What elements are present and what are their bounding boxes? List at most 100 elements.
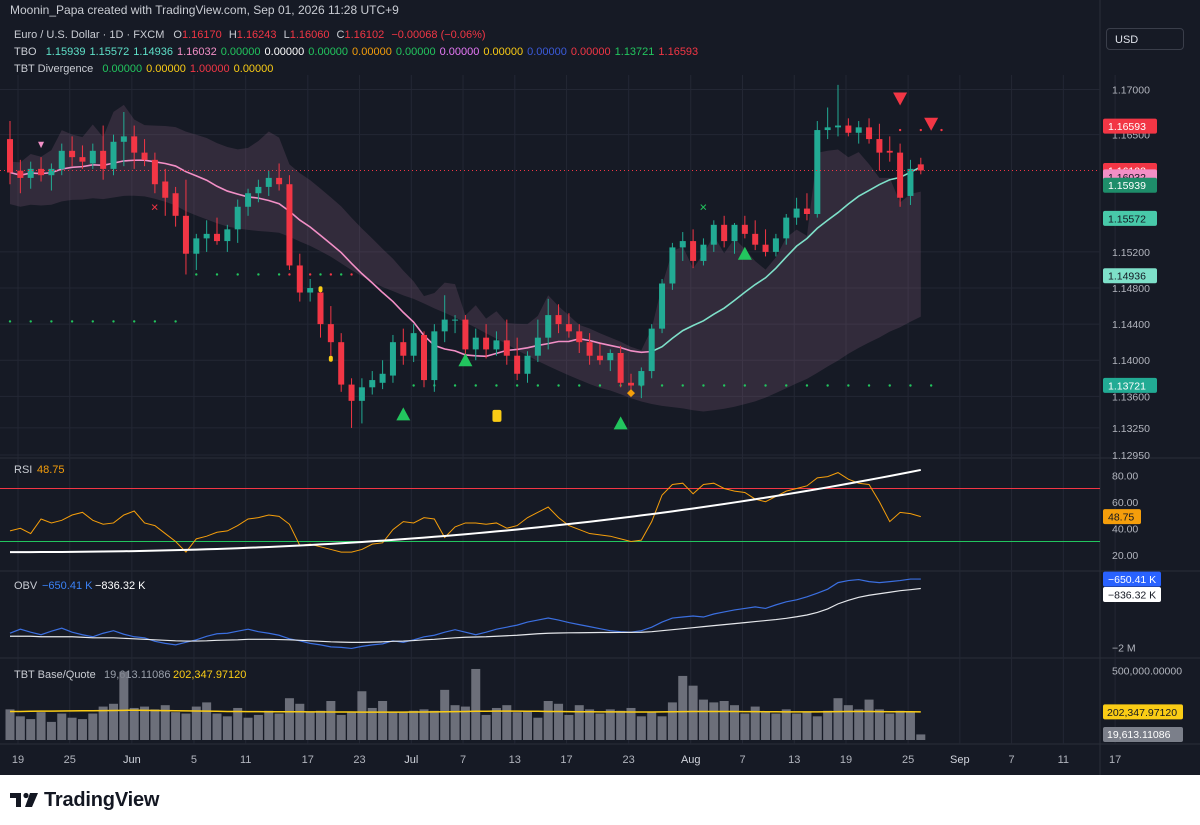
candle-body [224, 229, 231, 242]
volume-bar [36, 712, 46, 740]
candle-body [596, 355, 603, 361]
candle-body [835, 125, 841, 128]
volume-bar [326, 701, 336, 740]
obv-axis-label [1103, 571, 1161, 587]
volume-bar [471, 668, 481, 740]
volume-bar [450, 705, 460, 740]
volume-bar [626, 707, 636, 740]
chart-frame: 1.17000 1.16500 1.15200 1.14800 1.14400 1.140… [0, 0, 1200, 775]
obv-axis-label-text: −650.41 K [1108, 574, 1156, 586]
rsi-trend-line [9, 468, 921, 554]
symbol-name: Euro / U.S. Dollar · 1D · FXCM [14, 29, 165, 41]
support-dots [722, 384, 726, 387]
sell-triangle [893, 92, 908, 106]
obv-ma-axis-label-text: −836.32 K [1108, 589, 1156, 601]
candle-body [265, 177, 272, 187]
price-axis-label [1103, 177, 1157, 193]
candle-body [555, 315, 562, 325]
support-dots [133, 320, 136, 323]
time-axis-label: 7 [739, 754, 745, 766]
open-value: 1.16170 [181, 29, 222, 41]
chart-canvas[interactable]: 1.170001.165001.152001.148001.144001.140… [0, 0, 1200, 775]
low-value: 1.16060 [289, 29, 330, 41]
volume-bar [57, 713, 67, 740]
time-axis-label: 11 [240, 754, 251, 766]
price-tick-label: 1.14800 [1112, 283, 1150, 295]
resistance-dots [898, 128, 902, 132]
candle-body [58, 150, 65, 169]
volume-bar [367, 707, 377, 740]
volume-bar [533, 717, 543, 740]
candle-body [255, 186, 262, 194]
volume-bar [771, 713, 781, 740]
candle-body [669, 247, 676, 284]
tbt-divergence-value: 0.00000 [146, 63, 186, 75]
candle-body [389, 342, 396, 376]
candle-body [472, 337, 479, 350]
volume-bar [191, 706, 201, 740]
candle-body [534, 337, 541, 356]
tbt-divergence-value: 1.00000 [189, 63, 230, 75]
candle-body [452, 319, 459, 321]
candle-body [431, 331, 438, 381]
currency-button[interactable]: USD [1106, 28, 1184, 50]
support-dots [453, 384, 457, 387]
volume-bar [253, 714, 263, 740]
support-dots [8, 320, 12, 323]
volume-bar [243, 717, 253, 740]
candle-body [762, 244, 769, 252]
candle-body [659, 283, 666, 329]
candle-body [907, 168, 914, 196]
support-dots [888, 384, 891, 387]
volume-bar [295, 703, 305, 740]
support-dots [91, 320, 95, 323]
time-axis-label: Sep [950, 754, 970, 766]
tbo-legend[interactable]: TBO 1.15939 1.15572 1.14936 1.16032 0.00000 0… [14, 45, 702, 60]
tradingview-logo[interactable]: TradingView [10, 788, 159, 812]
time-axis-label: 17 [1109, 754, 1121, 766]
tbo-value: 1.15939 [45, 46, 86, 58]
volume-ma-line [10, 709, 921, 713]
high-value: 1.16243 [236, 29, 277, 41]
volume-bar [347, 712, 357, 740]
volume-bar [77, 719, 87, 740]
candle-body [317, 292, 324, 325]
candle-body [617, 353, 624, 383]
candle-body [845, 125, 852, 133]
support-dots [29, 320, 32, 323]
tradingview-logo-icon [10, 792, 38, 807]
volume-bar [792, 713, 802, 740]
support-dots [474, 384, 477, 387]
candle-body [307, 288, 314, 293]
volume-bar [202, 702, 212, 740]
candle-body [400, 342, 407, 356]
volume-legend-value: 19,613.11086 [104, 669, 170, 681]
candle-body [752, 233, 759, 245]
tbt-divergence-value: 0.00000 [102, 63, 143, 75]
support-dots [257, 273, 260, 276]
volume-bar [481, 714, 491, 740]
candle-body [89, 150, 96, 164]
symbol-legend[interactable]: Euro / U.S. Dollar · 1D · FXCM O1.16170 … [14, 28, 490, 43]
volume-bar [171, 712, 181, 740]
price-axis-label-text: 1.15572 [1108, 213, 1146, 225]
volume-bar [864, 699, 874, 740]
price-axis-label-text: 1.15939 [1108, 180, 1146, 192]
support-dots [578, 384, 581, 387]
candle-body [27, 168, 34, 178]
obv-ma-legend-value: −836.32 K [95, 580, 146, 592]
time-axis-label: 23 [623, 754, 635, 766]
volume-bar [688, 685, 698, 740]
buy-triangle [396, 407, 411, 421]
divergence-dot [328, 355, 333, 362]
volume-title: TBT Base/Quote [14, 669, 96, 681]
chart-caption: Moonin_Papa created with TradingView.com… [10, 3, 399, 17]
tbo-value: 1.16032 [176, 46, 217, 58]
price-axis-label-text: 1.16593 [1108, 121, 1146, 133]
candle-body [276, 177, 283, 185]
tbo-value: 0.00000 [395, 46, 436, 58]
tbt-divergence-legend[interactable]: TBT Divergence 0.00000 0.00000 1.00000 0.00… [14, 62, 277, 77]
tradingview-logo-text: TradingView [44, 788, 160, 811]
volume-bar [916, 734, 926, 740]
support-dots [277, 273, 281, 276]
